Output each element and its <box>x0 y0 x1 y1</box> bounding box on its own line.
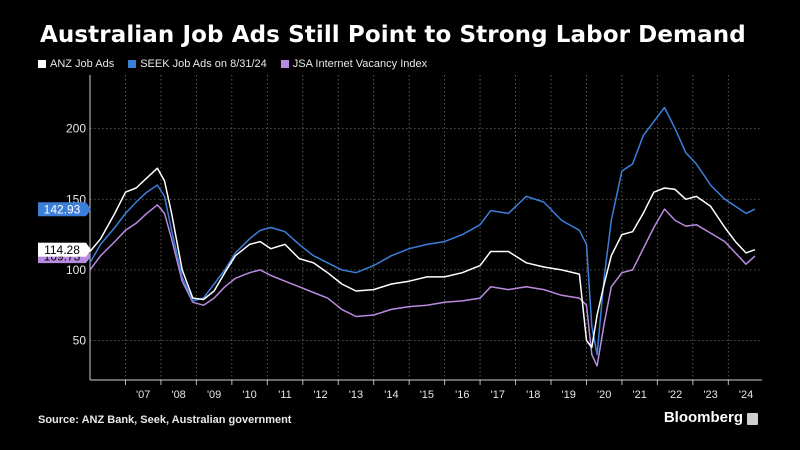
y-tick-label: 200 <box>66 122 86 136</box>
x-tick-label: '20 <box>597 389 611 401</box>
x-tick-label: '13 <box>349 389 363 401</box>
bloomberg-mark-icon <box>747 412 758 425</box>
last-value-tag-seek: 142.93 <box>44 203 81 217</box>
x-tick-label: '11 <box>278 389 292 401</box>
legend-swatch-seek <box>128 60 137 68</box>
x-tick-label: '14 <box>384 389 398 401</box>
legend-swatch-jsa <box>280 60 289 68</box>
x-tick-label: '12 <box>313 389 327 401</box>
x-tick-label: '22 <box>668 389 682 401</box>
y-tick-label: 100 <box>66 263 86 277</box>
last-value-tag-anz: 114.28 <box>44 243 80 257</box>
x-tick-label: '16 <box>455 389 469 401</box>
x-tick-label: '18 <box>526 389 540 401</box>
bloomberg-logo: Bloomberg <box>664 409 758 426</box>
x-tick-label: '07 <box>136 389 150 401</box>
x-tick-label: '23 <box>703 389 717 401</box>
chart-legend: ANZ Job Ads SEEK Job Ads on 8/31/24 JSA … <box>38 58 427 70</box>
anz-job-ads-line <box>89 167 756 349</box>
legend-item-jsa: JSA Internet Vacancy Index <box>280 58 428 70</box>
legend-swatch-anz <box>38 60 46 68</box>
brand-name: Bloomberg <box>663 409 743 426</box>
last-value-tag-seek-box <box>38 202 86 217</box>
x-tick-label: '15 <box>420 389 434 401</box>
x-tick-label: '21 <box>632 389 646 401</box>
legend-label-seek: SEEK Job Ads on 8/31/24 <box>140 58 267 70</box>
last-value-tag-anz-pointer <box>86 242 91 257</box>
x-tick-label: '09 <box>207 389 221 401</box>
seek-job-ads-line <box>89 106 756 356</box>
last-value-tag-anz-box <box>38 242 86 257</box>
x-tick-label: '19 <box>562 389 576 401</box>
x-tick-label: '17 <box>491 389 505 401</box>
jsa-vacancy-index-line <box>89 204 756 367</box>
legend-item-seek: SEEK Job Ads on 8/31/24 <box>128 58 267 70</box>
legend-label-jsa: JSA Internet Vacancy Index <box>292 58 428 70</box>
legend-label-anz: ANZ Job Ads <box>50 58 115 70</box>
x-tick-label: '24 <box>739 389 753 401</box>
x-tick-label: '08 <box>171 389 185 401</box>
y-tick-label: 50 <box>73 333 87 347</box>
x-tick-label: '10 <box>242 389 256 401</box>
chart-title: Australian Job Ads Still Point to Strong… <box>40 22 746 48</box>
legend-item-anz: ANZ Job Ads <box>38 58 114 70</box>
source-note: Source: ANZ Bank, Seek, Australian gover… <box>38 414 292 426</box>
last-value-tag-seek-pointer <box>86 202 91 217</box>
